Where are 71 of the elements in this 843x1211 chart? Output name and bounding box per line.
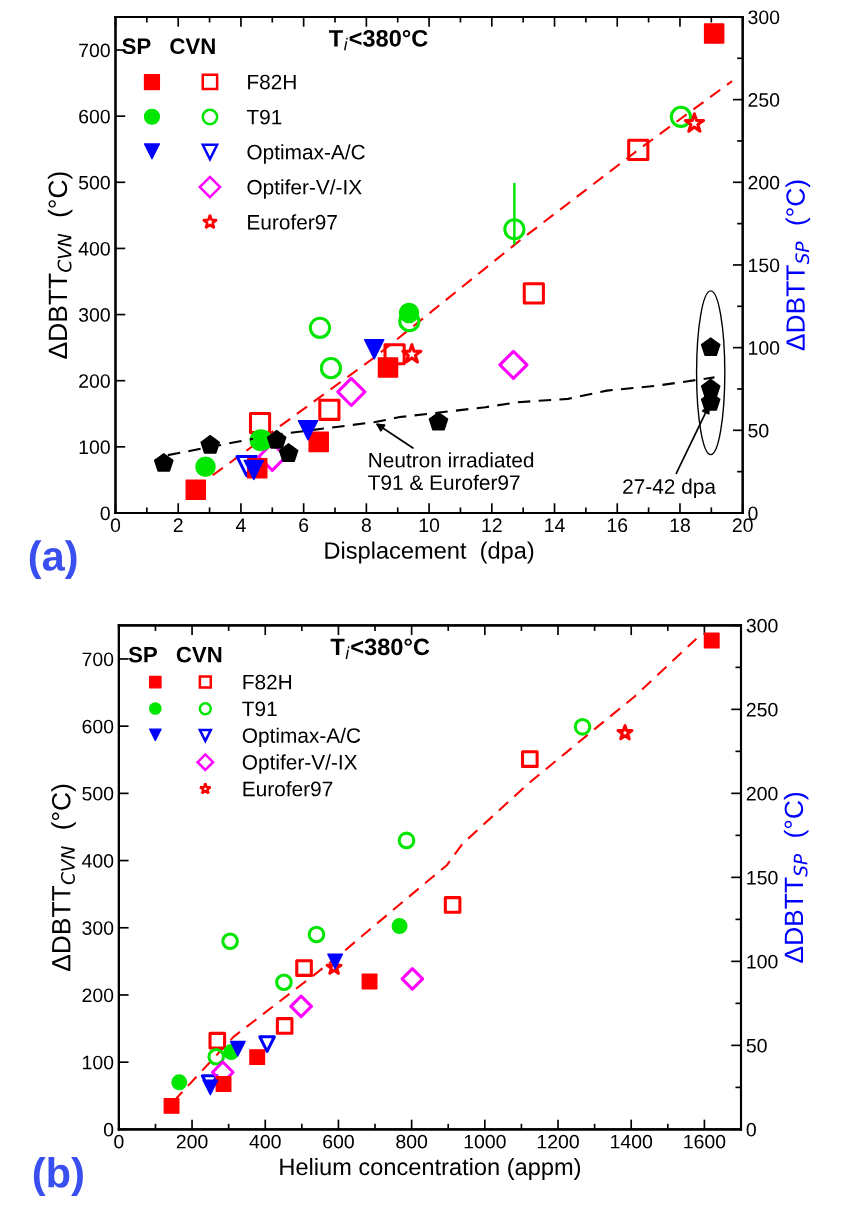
x-tick-label: 12 <box>482 518 502 532</box>
y2-tick-label: 0 <box>746 1122 756 1137</box>
y2-tick-label: 50 <box>748 423 769 438</box>
y2-tick-label: 50 <box>746 1038 767 1053</box>
x-tick-label: 0 <box>114 1134 124 1149</box>
y-tick-label: 700 <box>79 43 110 58</box>
legend-label: T91 <box>246 109 282 125</box>
y-tick-label: 600 <box>79 109 110 124</box>
legend-label: Optimax-A/C <box>242 727 361 748</box>
legend-label: Optifer-V/-IX <box>242 754 358 774</box>
y2-tick-label: 100 <box>749 341 780 355</box>
y-tick-label: 600 <box>82 719 114 734</box>
x-tick-label: 1600 <box>684 1134 726 1149</box>
y2-tick-label: 150 <box>749 258 780 273</box>
y-tick-label: 0 <box>103 1122 114 1137</box>
legend-label: F82H <box>248 74 296 90</box>
x-tick-label: 600 <box>323 1134 354 1149</box>
y-tick-label: 500 <box>78 175 110 190</box>
x-tick-label: 10 <box>419 518 440 533</box>
annotation: Neutron irradiated T91 & Eurofer97 <box>368 452 534 491</box>
y-tick-label: 300 <box>78 308 110 322</box>
y2-tick-label: 300 <box>746 618 778 633</box>
y-tick-label: 200 <box>82 988 114 1003</box>
legend-label: Optimax-A/C <box>247 144 365 164</box>
x-axis-title: Displacement (dpa) <box>325 541 534 564</box>
y-tick-label: 400 <box>78 241 110 256</box>
x-tick-label: 18 <box>670 518 690 533</box>
y-axis-title: ΔDBTT$_{CVN}$ (°C) <box>51 784 76 972</box>
x-tick-label: 1400 <box>611 1134 653 1149</box>
y-tick-label: 300 <box>82 921 114 936</box>
y-tick-label: 500 <box>82 786 114 801</box>
legend-label: Optifer-V/-IX <box>247 179 362 199</box>
y2-tick-label: 200 <box>748 175 780 190</box>
x-tick-label: 16 <box>607 518 628 533</box>
text: (a) <box>29 540 77 580</box>
x-tick-label: 8 <box>361 518 371 533</box>
annotation: 27-42 dpa <box>623 478 716 499</box>
legend-title: SP CVN <box>128 646 222 663</box>
y-tick-label: 100 <box>79 440 110 455</box>
x-tick-label: 1200 <box>537 1134 579 1149</box>
y2-tick-label: 150 <box>747 870 778 885</box>
y-tick-label: 100 <box>83 1055 114 1070</box>
y-tick-label: 200 <box>79 374 110 388</box>
chart-title: T$_{i}$<380°C <box>330 638 430 659</box>
y2-tick-label: 250 <box>746 702 778 717</box>
y2-tick-label: 300 <box>748 10 780 25</box>
x-tick-label: 400 <box>249 1134 281 1149</box>
legend-label: T91 <box>242 701 277 717</box>
chart-title: T$_{i}$<380°C <box>329 29 428 51</box>
x-tick-label: 1000 <box>464 1134 506 1149</box>
y2-axis-title: ΔDBTT$_{SP}$ (°C) <box>785 180 811 351</box>
y-axis-title: ΔDBTT$_{CVN}$ (°C) <box>47 172 73 359</box>
x-tick-label: 200 <box>176 1134 208 1149</box>
y2-axis-title: ΔDBTT$_{SP}$ (°C) <box>783 792 809 963</box>
text: (b) <box>33 1157 83 1196</box>
y2-tick-label: 100 <box>747 954 778 969</box>
y-tick-label: 400 <box>82 854 114 868</box>
y-tick-label: 700 <box>82 652 114 667</box>
legend-label: Eurofer97 <box>248 214 337 230</box>
legend-title: SP CVN <box>122 38 215 55</box>
x-axis-title: Helium concentration (appm) <box>280 1157 581 1180</box>
y-tick-label: 0 <box>100 506 110 521</box>
legend-label: Eurofer97 <box>243 781 333 797</box>
y2-tick-label: 250 <box>748 93 780 107</box>
x-tick-label: 6 <box>299 518 309 533</box>
x-tick-label: 4 <box>235 518 246 532</box>
legend-label: F82H <box>243 674 292 690</box>
x-tick-label: 800 <box>396 1134 428 1149</box>
x-tick-label: 14 <box>545 518 565 532</box>
y2-tick-label: 200 <box>746 786 778 801</box>
x-tick-label: 2 <box>173 518 183 532</box>
